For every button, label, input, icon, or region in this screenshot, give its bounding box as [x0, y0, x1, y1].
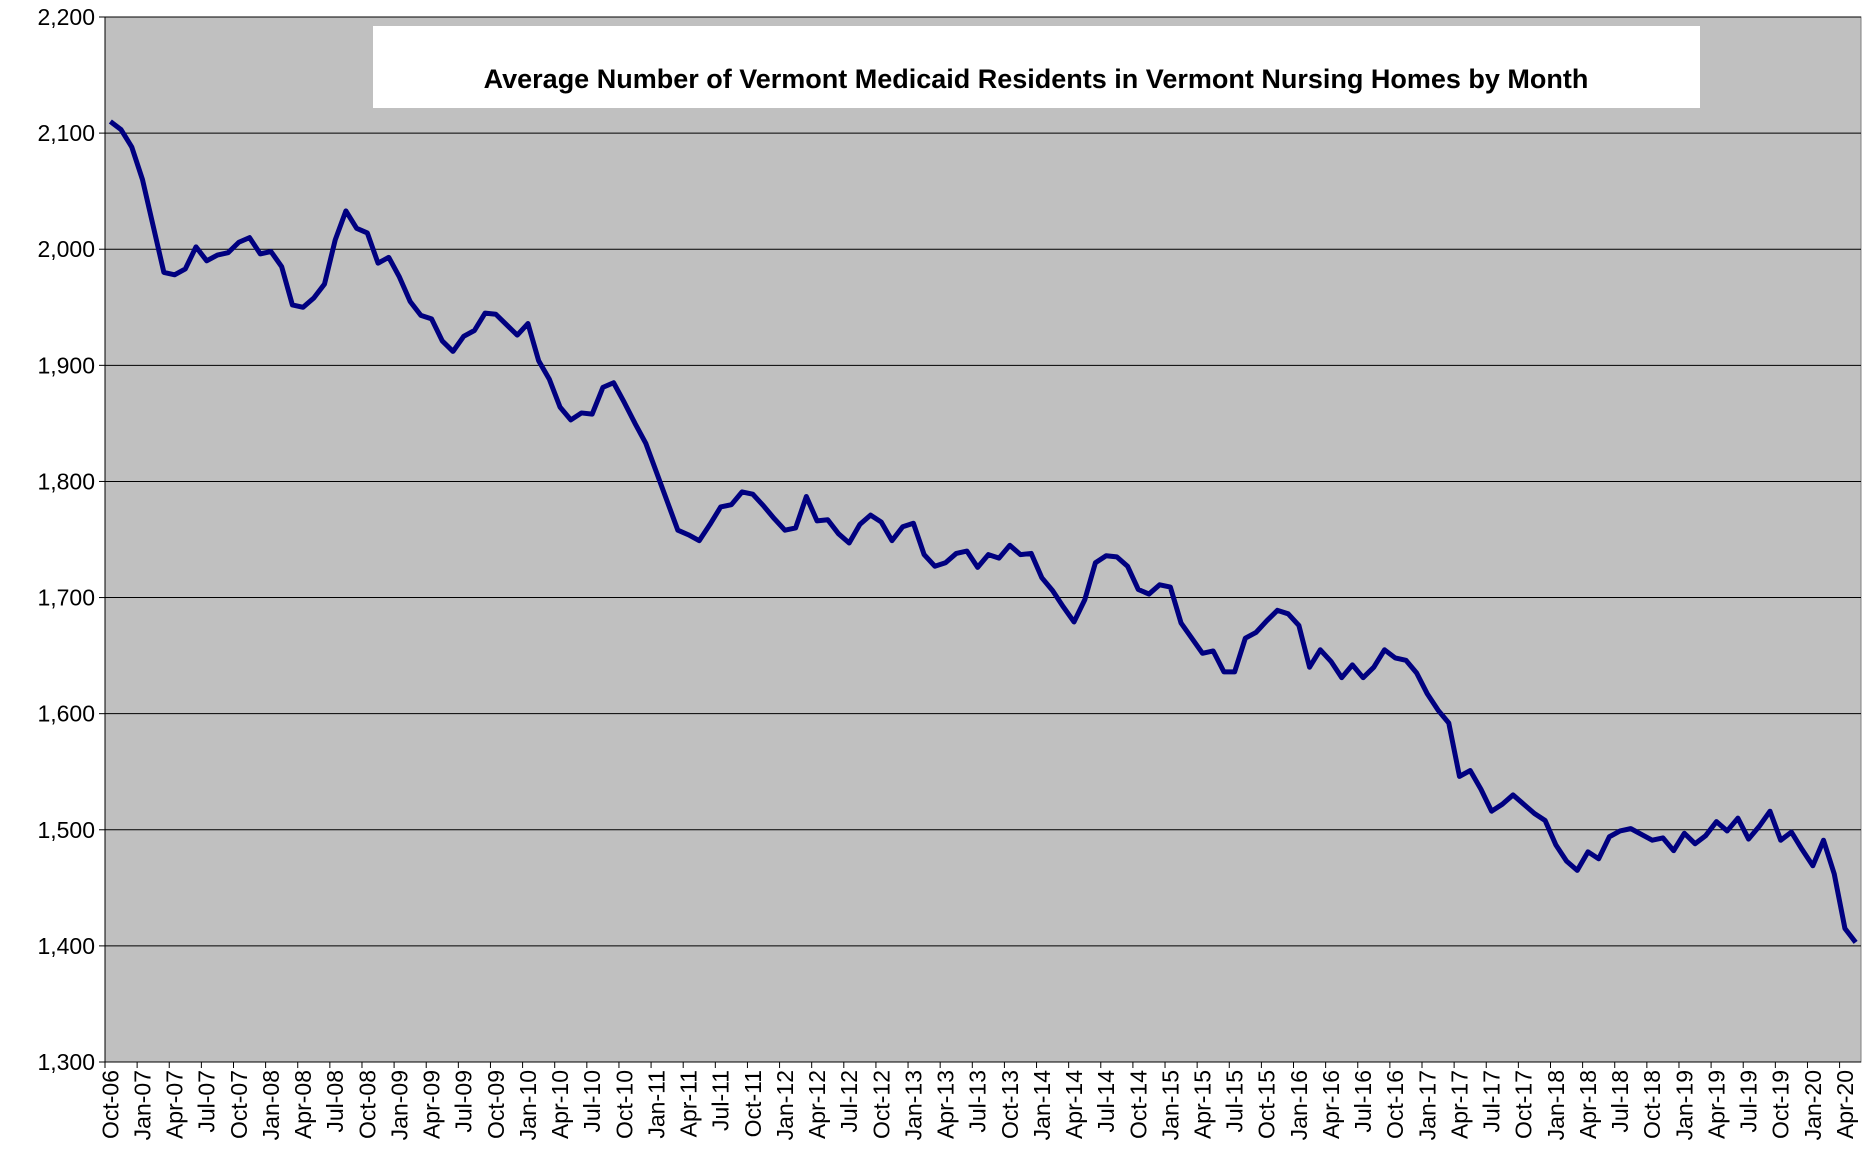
x-tick-label: Apr-16 [1318, 1070, 1344, 1139]
y-tick-label: 1,900 [37, 352, 95, 378]
x-tick-label: Jul-19 [1736, 1070, 1762, 1133]
y-tick-label: 2,100 [37, 120, 95, 146]
x-tick-label: Apr-09 [419, 1070, 445, 1139]
x-tick-label: Apr-18 [1575, 1070, 1601, 1139]
title-box [373, 26, 1700, 108]
x-tick-label: Jul-10 [579, 1070, 605, 1133]
x-tick-label: Apr-20 [1832, 1070, 1858, 1139]
x-tick-label: Jan-19 [1671, 1070, 1697, 1140]
x-tick-label: Oct-18 [1639, 1070, 1665, 1139]
x-tick-label: Apr-12 [804, 1070, 830, 1139]
x-tick-label: Jul-18 [1607, 1070, 1633, 1133]
x-tick-label: Jan-15 [1157, 1070, 1183, 1140]
x-tick-label: Oct-19 [1768, 1070, 1794, 1139]
grid [105, 16, 1861, 1063]
x-tick-label: Oct-15 [1254, 1070, 1280, 1139]
x-tick-label: Jan-16 [1286, 1070, 1312, 1140]
x-tick-label: Oct-13 [997, 1070, 1023, 1139]
x-tick-label: Jan-13 [900, 1070, 926, 1140]
chart-title: Average Number of Vermont Medicaid Resid… [484, 64, 1589, 94]
y-tick-label: 1,600 [37, 701, 95, 727]
x-tick-label: Oct-17 [1511, 1070, 1537, 1139]
x-tick-label: Jan-14 [1029, 1070, 1055, 1141]
x-tick-label: Oct-08 [354, 1070, 380, 1139]
x-tick-label: Jan-10 [515, 1070, 541, 1140]
y-tick-label: 1,400 [37, 933, 95, 959]
y-tick-label: 1,800 [37, 468, 95, 494]
x-tick-label: Oct-16 [1382, 1070, 1408, 1139]
x-tick-label: Oct-06 [97, 1070, 123, 1139]
x-tick-label: Jan-09 [386, 1070, 412, 1140]
x-tick-label: Apr-17 [1446, 1070, 1472, 1139]
x-tick-label: Jan-18 [1543, 1070, 1569, 1140]
y-tick-label: 2,200 [37, 4, 95, 30]
x-tick-label: Oct-12 [868, 1070, 894, 1139]
x-tick-label: Oct-14 [1125, 1070, 1151, 1139]
x-tick-label: Apr-19 [1703, 1070, 1729, 1139]
x-tick-label: Apr-11 [676, 1070, 702, 1137]
x-tick-label: Jan-08 [258, 1070, 284, 1140]
y-tick-label: 1,300 [37, 1049, 95, 1075]
x-tick-label: Jul-12 [836, 1070, 862, 1133]
x-tick-label: Jul-08 [322, 1070, 348, 1133]
y-tick-label: 1,700 [37, 585, 95, 611]
x-tick-label: Apr-15 [1190, 1070, 1216, 1139]
x-tick-label: Oct-09 [483, 1070, 509, 1139]
x-tick-label: Jan-07 [129, 1070, 155, 1140]
x-tick-label: Jul-15 [1222, 1070, 1248, 1133]
y-tick-label: 1,500 [37, 817, 95, 843]
plot-area [104, 16, 1862, 1063]
x-tick-label: Jul-07 [194, 1070, 220, 1133]
x-tick-label: Apr-14 [1061, 1070, 1087, 1139]
x-tick-label: Jan-11 [643, 1070, 669, 1139]
x-tick-label: Jan-17 [1414, 1070, 1440, 1140]
x-tick-label: Apr-07 [162, 1070, 188, 1139]
x-tick-label: Apr-08 [290, 1070, 316, 1139]
x-tick-label: Jan-20 [1800, 1070, 1826, 1140]
x-tick-label: Jul-16 [1350, 1070, 1376, 1133]
x-tick-label: Oct-07 [226, 1070, 252, 1139]
x-tick-label: Oct-10 [611, 1070, 637, 1139]
x-tick-label: Jul-17 [1479, 1070, 1505, 1133]
x-tick-label: Jul-13 [965, 1070, 991, 1133]
y-tick-label: 2,000 [37, 236, 95, 262]
x-tick-label: Apr-10 [547, 1070, 573, 1139]
x-tick-label: Jul-11 [708, 1070, 734, 1131]
x-tick-label: Apr-13 [933, 1070, 959, 1139]
x-tick-label: Oct-11 [740, 1070, 766, 1137]
x-tick-label: Jul-09 [451, 1070, 477, 1133]
series-line [108, 119, 1858, 944]
x-tick-label: Jan-12 [772, 1070, 798, 1140]
x-tick-label: Jul-14 [1093, 1070, 1119, 1133]
